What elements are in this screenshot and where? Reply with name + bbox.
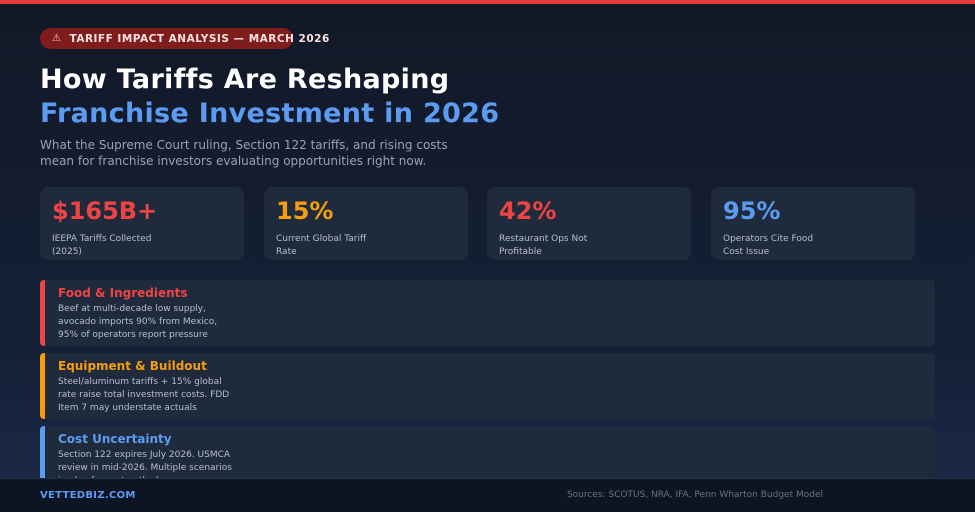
card-body: Steel/aluminum tariffs + 15% global rate… xyxy=(58,377,230,413)
warning-icon: ⚠ xyxy=(52,33,62,44)
footer: VETTEDBIZ.COM Sources: SCOTUS, NRA, IFA,… xyxy=(0,478,975,512)
impact-card-equipment: Equipment & Buildout Steel/aluminum tari… xyxy=(40,353,935,419)
title-line-1: How Tariffs Are Reshaping xyxy=(40,64,450,95)
stat-label: Operators Cite Food Cost Issue xyxy=(723,234,814,257)
card-title: Cost Uncertainty xyxy=(58,432,172,446)
stat-value: 95% xyxy=(723,197,781,225)
card-title: Equipment & Buildout xyxy=(58,359,207,373)
stat-value: $165B+ xyxy=(52,197,158,225)
impact-card-food: Food & Ingredients Beef at multi-decade … xyxy=(40,280,935,346)
stat-card-tariffs-collected: $165B+ IEEPA Tariffs Collected (2025) xyxy=(40,187,244,260)
stat-value: 42% xyxy=(499,197,557,225)
stat-label: Current Global Tariff Rate xyxy=(276,234,367,257)
report-badge: ⚠ TARIFF IMPACT ANALYSIS — MARCH 2026 xyxy=(40,28,329,49)
title-line-2: Franchise Investment in 2026 xyxy=(40,98,500,129)
sources-note: Sources: SCOTUS, NRA, IFA, Penn Wharton … xyxy=(566,490,823,500)
top-accent-bar xyxy=(0,0,975,4)
stat-label: Restaurant Ops Not Profitable xyxy=(499,234,588,257)
page-title: How Tariffs Are Reshaping Franchise Inve… xyxy=(40,63,499,131)
stat-card-tariff-rate: 15% Current Global Tariff Rate xyxy=(264,187,468,260)
card-body: Beef at multi-decade low supply, avocado… xyxy=(58,304,218,340)
page-subtitle: What the Supreme Court ruling, Section 1… xyxy=(40,138,448,168)
stat-value: 15% xyxy=(276,197,334,225)
stat-card-food-cost: 95% Operators Cite Food Cost Issue xyxy=(711,187,915,260)
badge-label: TARIFF IMPACT ANALYSIS — MARCH 2026 xyxy=(69,32,330,45)
brand-link[interactable]: VETTEDBIZ.COM xyxy=(40,490,136,501)
stat-card-not-profitable: 42% Restaurant Ops Not Profitable xyxy=(487,187,691,260)
stat-label: IEEPA Tariffs Collected (2025) xyxy=(52,234,152,257)
card-title: Food & Ingredients xyxy=(58,286,188,300)
